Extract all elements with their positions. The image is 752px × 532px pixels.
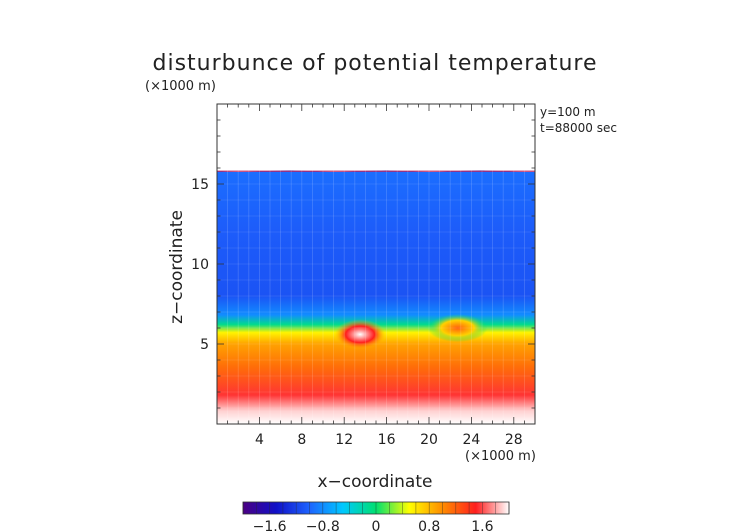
x-tick-label: 4 <box>255 432 264 448</box>
colorbar: −1.6 −0.8 0 0.8 1.6 <box>242 501 510 532</box>
y-tick-label: 10 <box>191 257 209 273</box>
x-tick-label: 20 <box>420 432 438 448</box>
x-axis-label: x−coordinate <box>318 472 433 492</box>
chart-title: disturbunce of potential temperature <box>153 51 598 76</box>
x-tick-label: 24 <box>462 432 480 448</box>
annotation-t: t=88000 sec <box>540 121 617 135</box>
x-tick-label: 28 <box>505 432 523 448</box>
axis-ticks: 4 8 12 16 20 24 28 5 10 15 <box>191 104 535 448</box>
plot-area: 4 8 12 16 20 24 28 5 10 15 <box>191 103 536 448</box>
x-tick-label: 12 <box>335 432 353 448</box>
colorbar-ticks: −1.6 −0.8 0 0.8 1.6 <box>242 502 510 532</box>
y-unit-label: (×1000 m) <box>145 79 216 94</box>
annotation-y: y=100 m <box>540 105 596 119</box>
y-tick-label: 5 <box>200 337 209 353</box>
y-axis-label: z−coordinate <box>167 210 187 324</box>
colorbar-tick-label: 0 <box>372 519 381 532</box>
x-tick-label: 8 <box>297 432 306 448</box>
warm-bubble <box>334 319 387 350</box>
colorbar-tick-label: −1.6 <box>253 519 287 532</box>
grid-lines <box>217 104 535 424</box>
x-tick-label: 16 <box>378 432 396 448</box>
temperature-field <box>217 170 535 424</box>
colorbar-tick-label: 1.6 <box>471 519 493 532</box>
field-layer <box>217 170 535 424</box>
warm-bubble <box>427 314 488 342</box>
colorbar-tick-label: 0.8 <box>418 519 440 532</box>
x-unit-label: (×1000 m) <box>465 449 536 464</box>
colorbar-tick-label: −0.8 <box>306 519 340 532</box>
y-tick-label: 15 <box>191 177 209 193</box>
